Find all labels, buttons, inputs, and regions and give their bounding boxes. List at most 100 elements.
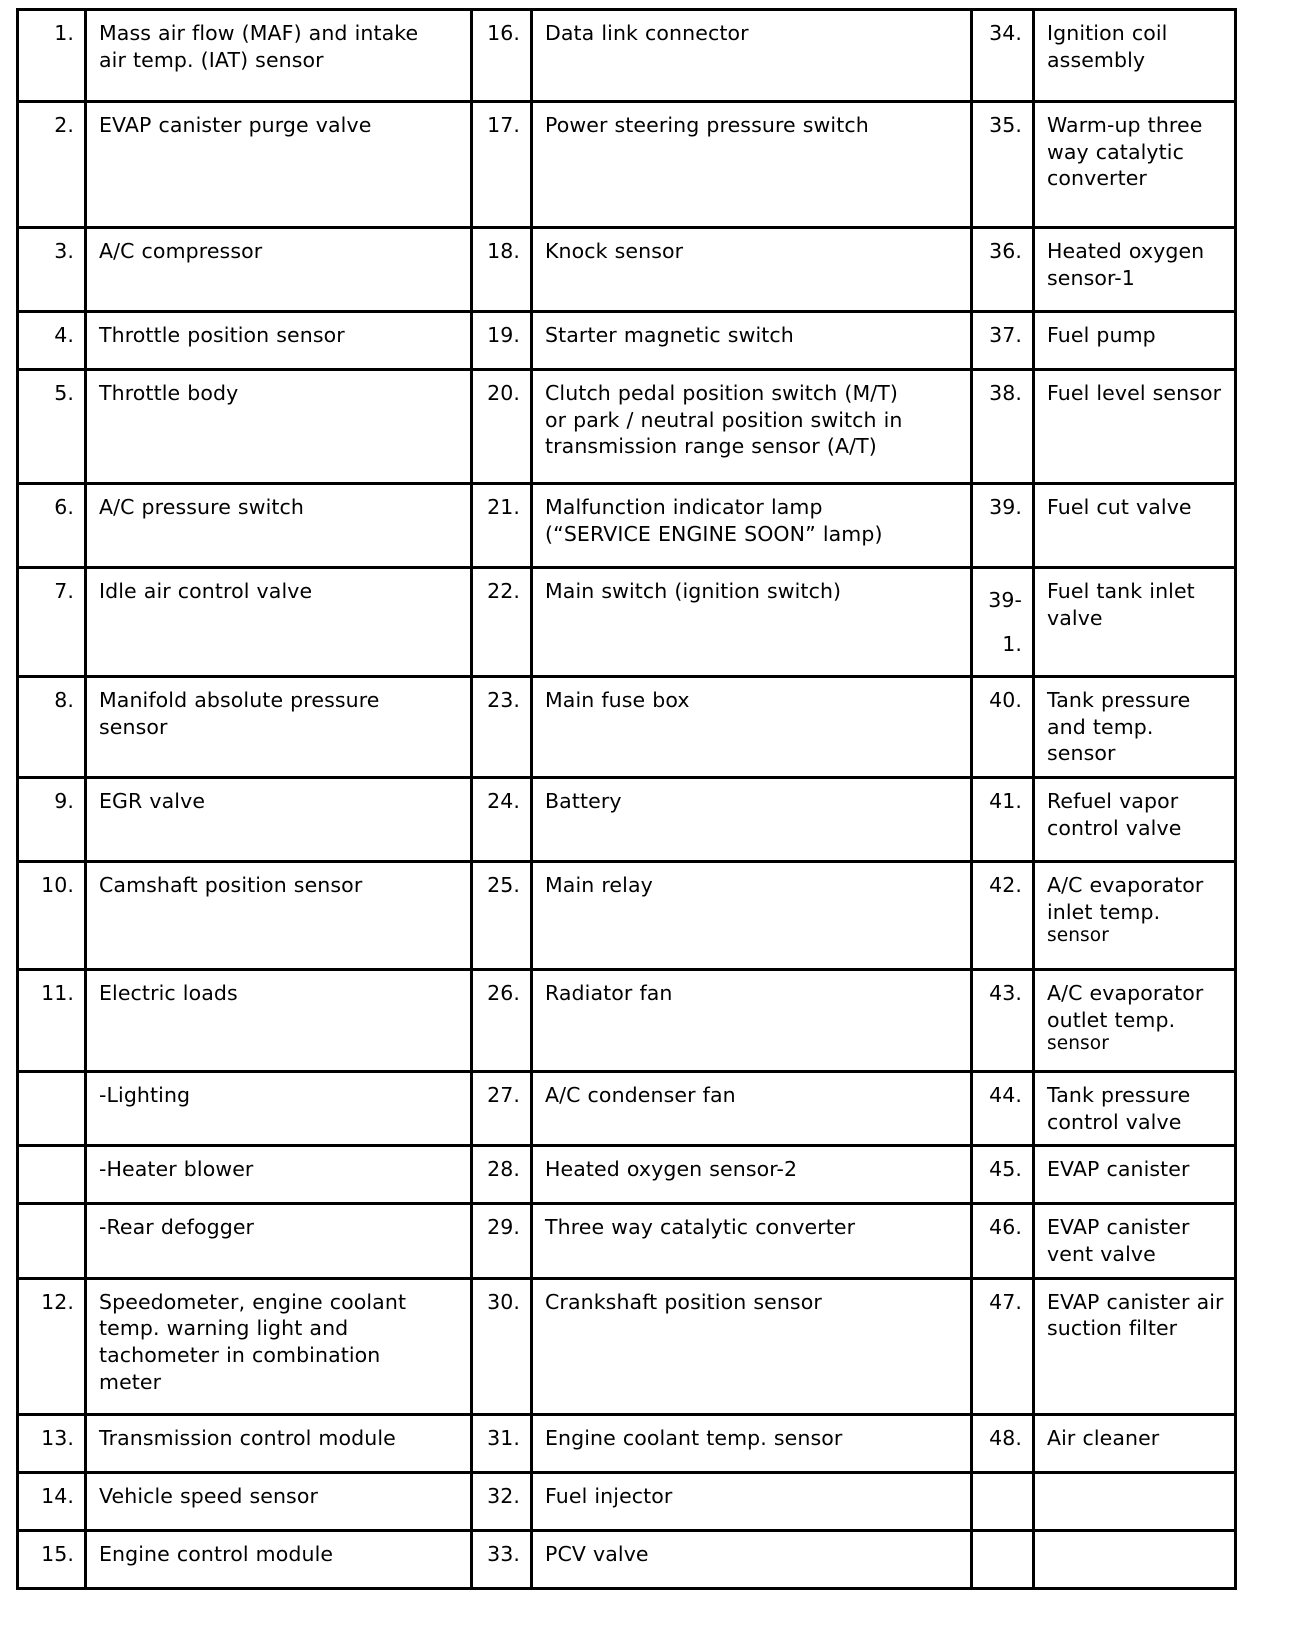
legend-text-line: EVAP canister xyxy=(1047,1157,1190,1182)
legend-text-line: or park / neutral position switch in xyxy=(545,407,903,432)
legend-item-text: Vehicle speed sensor xyxy=(84,1470,473,1532)
legend-text-line: Fuel injector xyxy=(545,1483,673,1508)
legend-number-line: 42. xyxy=(989,873,1022,898)
legend-number-line: 25. xyxy=(487,873,520,898)
legend-text-line: Warm-up three xyxy=(1047,113,1203,137)
table-row: -Heater blower 28. Heated oxygen sensor-2 4… xyxy=(16,1144,1237,1206)
legend-item-text: Fuel level sensor xyxy=(1032,368,1237,485)
legend-item-text: Warm-up three way catalytic converter xyxy=(1032,100,1237,229)
legend-text-line: Battery xyxy=(545,789,622,814)
legend-text-line: way catalytic xyxy=(1047,139,1184,164)
legend-text-line: Refuel vapor xyxy=(1047,789,1179,814)
legend-item-number: 32. xyxy=(470,1470,533,1532)
legend-item-number: 3. xyxy=(16,226,87,313)
legend-text-line: Three way catalytic converter xyxy=(545,1215,856,1240)
legend-item-text: -Heater blower xyxy=(84,1144,473,1206)
legend-text-line: Fuel tank inlet xyxy=(1047,579,1195,603)
legend-text-line: Tank pressure xyxy=(1047,1083,1191,1108)
legend-item-text: A/C pressure switch xyxy=(84,482,473,569)
legend-item-text: Refuel vapor control valve xyxy=(1032,776,1237,864)
legend-item-text: Throttle body xyxy=(84,368,473,485)
table-row: 11. Electric loads 26. Radiator fan 43. A/C e… xyxy=(16,968,1237,1074)
legend-number-line: 22. xyxy=(487,579,520,603)
legend-text-line: Heated oxygen sensor-2 xyxy=(545,1157,798,1182)
legend-item-number: 23. xyxy=(470,675,533,780)
legend-item-number: 27. xyxy=(470,1070,533,1148)
legend-text-line: Data link connector xyxy=(545,21,749,45)
legend-text-line: vent valve xyxy=(1047,1241,1156,1266)
legend-item-text: Manifold absolute pressure sensor xyxy=(84,675,473,780)
legend-text-line: sensor xyxy=(99,714,168,739)
empty-cell xyxy=(1032,1528,1237,1590)
legend-text-line: Power steering pressure switch xyxy=(545,113,869,137)
legend-number-line: 43. xyxy=(989,981,1022,1006)
legend-text-line: A/C pressure switch xyxy=(99,495,304,519)
table-row: 9. EGR valve 24. Battery 41. Refuel vapor cont… xyxy=(16,776,1237,864)
table-row: 14. Vehicle speed sensor 32. Fuel injector xyxy=(16,1470,1237,1532)
table-row: 5. Throttle body 20. Clutch pedal position … xyxy=(16,368,1237,485)
legend-number-line: 1. xyxy=(1002,632,1022,657)
legend-text-line: Fuel pump xyxy=(1047,323,1156,347)
legend-item-text: Mass air flow (MAF) and intake air temp. … xyxy=(84,8,473,103)
legend-text-line: temp. warning light and xyxy=(99,1316,349,1341)
legend-item-number: 41. xyxy=(970,776,1035,864)
legend-text-line: Main switch (ignition switch) xyxy=(545,579,842,603)
legend-item-text: Heated oxygen sensor-1 xyxy=(1032,226,1237,313)
legend-text-line: PCV valve xyxy=(545,1541,649,1566)
legend-item-text: Fuel cut valve xyxy=(1032,482,1237,569)
legend-number-line: 9. xyxy=(54,789,74,814)
legend-number-line: 27. xyxy=(487,1083,520,1108)
legend-text-line: -Lighting xyxy=(99,1083,191,1108)
legend-item-number: 14. xyxy=(16,1470,87,1532)
table-row: 7. Idle air control valve 22. Main switch (… xyxy=(16,565,1237,679)
table-row: -Lighting 27. A/C condenser fan 44. Tank pre… xyxy=(16,1070,1237,1148)
legend-item-text: Camshaft position sensor xyxy=(84,860,473,972)
legend-item-text: Fuel injector xyxy=(530,1470,973,1532)
legend-number-line: 24. xyxy=(487,789,520,814)
legend-item-text: Engine control module xyxy=(84,1528,473,1590)
legend-number-line: 2. xyxy=(54,113,74,137)
legend-number-line: 4. xyxy=(54,323,74,347)
empty-cell xyxy=(1032,1470,1237,1532)
legend-item-number: 8. xyxy=(16,675,87,780)
legend-text-line-small: sensor xyxy=(1047,1033,1109,1055)
legend-item-text: Data link connector xyxy=(530,8,973,103)
legend-item-number: 9. xyxy=(16,776,87,864)
legend-item-text: -Lighting xyxy=(84,1070,473,1148)
legend-text-line: A/C evaporator xyxy=(1047,873,1204,898)
legend-item-number: 48. xyxy=(970,1412,1035,1474)
empty-cell xyxy=(970,1528,1035,1590)
legend-number-line: 3. xyxy=(54,239,74,263)
legend-text-line: A/C compressor xyxy=(99,239,263,263)
legend-number-line: 19. xyxy=(487,323,520,347)
legend-text-line: Crankshaft position sensor xyxy=(545,1289,822,1314)
legend-number-line: 33. xyxy=(487,1541,520,1566)
legend-number-line: 45. xyxy=(989,1157,1022,1182)
legend-text-line: EVAP canister xyxy=(1047,1215,1190,1240)
legend-number-line: 41. xyxy=(989,789,1022,814)
legend-number-line: 6. xyxy=(54,495,74,519)
legend-text-line: Starter magnetic switch xyxy=(545,323,794,347)
legend-item-number: 4. xyxy=(16,310,87,371)
legend-item-number: 16. xyxy=(470,8,533,103)
legend-item-number: 36. xyxy=(970,226,1035,313)
legend-item-text: Heated oxygen sensor-2 xyxy=(530,1144,973,1206)
legend-number-line: 46. xyxy=(989,1215,1022,1240)
legend-text-line: Malfunction indicator lamp xyxy=(545,495,823,519)
legend-item-text: Ignition coil assembly xyxy=(1032,8,1237,103)
legend-text-line-small: sensor xyxy=(1047,925,1109,947)
legend-item-text: Main fuse box xyxy=(530,675,973,780)
legend-item-text: EVAP canister xyxy=(1032,1144,1237,1206)
legend-item-text: Fuel tank inlet valve xyxy=(1032,565,1237,679)
table-row: 10. Camshaft position sensor 25. Main relay… xyxy=(16,860,1237,972)
legend-item-text: Tank pressure and temp. sensor xyxy=(1032,675,1237,780)
legend-number-line: 18. xyxy=(487,239,520,263)
legend-number-line: 40. xyxy=(989,688,1022,713)
legend-item-text: Engine coolant temp. sensor xyxy=(530,1412,973,1474)
legend-item-number: 12. xyxy=(16,1276,87,1416)
legend-text-line: and temp. sensor xyxy=(1047,714,1154,766)
legend-number-line: 13. xyxy=(41,1425,74,1450)
legend-text-line: Clutch pedal position switch (M/T) xyxy=(545,381,899,405)
component-legend-table: 1. Mass air flow (MAF) and intake air temp… xyxy=(16,8,1237,1590)
